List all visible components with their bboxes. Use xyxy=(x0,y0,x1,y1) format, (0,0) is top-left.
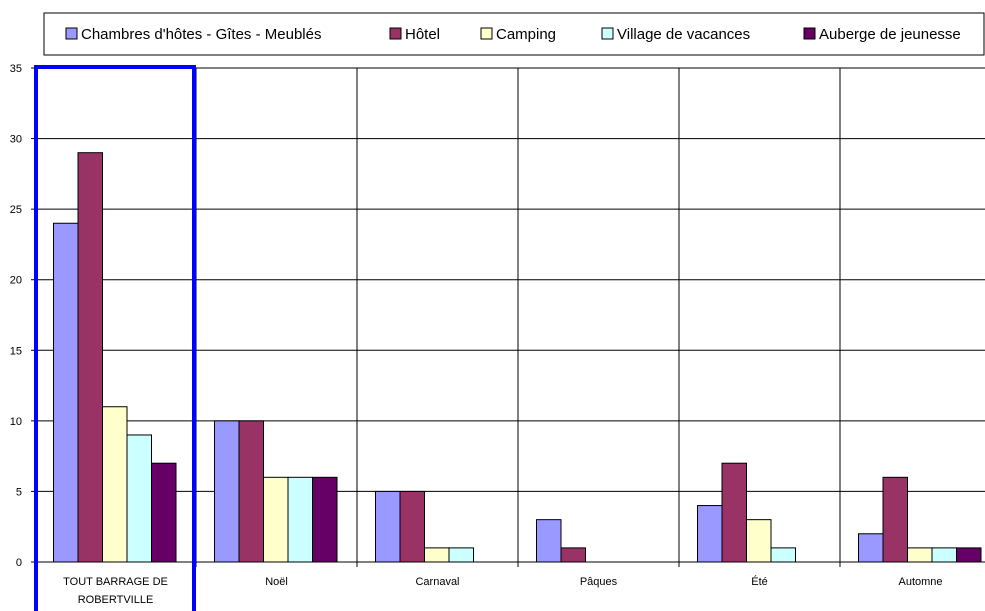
highlight-frame xyxy=(34,65,196,611)
category-label: Carnaval xyxy=(415,576,459,588)
bar xyxy=(102,406,128,563)
highlight xyxy=(34,65,196,611)
bar xyxy=(312,476,338,563)
category-label: TOUT BARRAGE DE xyxy=(63,576,168,588)
legend-label: Camping xyxy=(496,26,556,43)
y-tick-label: 20 xyxy=(10,275,22,287)
y-tick-label: 0 xyxy=(16,557,22,569)
bar xyxy=(126,434,152,563)
legend-label: Hôtel xyxy=(405,26,440,43)
bar xyxy=(424,547,450,563)
y-tick-label: 15 xyxy=(10,345,22,357)
bar xyxy=(214,420,240,563)
y-tick-label: 35 xyxy=(10,63,22,75)
bar xyxy=(721,462,747,563)
legend-swatch xyxy=(480,27,493,40)
legend-swatch xyxy=(601,27,614,40)
category-label: Été xyxy=(751,575,768,588)
bar xyxy=(536,519,562,563)
bar xyxy=(956,547,982,563)
legend-swatch xyxy=(65,27,78,40)
legend-swatch xyxy=(389,27,402,40)
y-tick-label: 5 xyxy=(16,486,22,498)
bar xyxy=(746,519,772,563)
bar xyxy=(907,547,933,563)
y-tick-label: 10 xyxy=(10,416,22,428)
bar xyxy=(448,547,474,563)
legend-swatch xyxy=(803,27,816,40)
bar xyxy=(399,490,425,563)
labels: 0 5 10 15 20 25 30 35 TOUT BARRAGE DE ROBERTVILLE… xyxy=(10,63,943,606)
legend-label: Village de vacances xyxy=(617,26,750,43)
legend-frame xyxy=(43,12,985,56)
bar xyxy=(560,547,586,563)
bar xyxy=(931,547,957,563)
legend-label: Chambres d'hôtes - Gîtes - Meublés xyxy=(81,26,321,43)
legend: Chambres d'hôtes - Gîtes - Meublés Hôtel C… xyxy=(43,12,985,56)
bar xyxy=(858,533,884,563)
y-tick-label: 30 xyxy=(10,134,22,146)
category-label: ROBERTVILLE xyxy=(78,594,154,606)
bar xyxy=(287,476,313,563)
bar xyxy=(53,222,79,563)
bar xyxy=(697,505,723,563)
legend-label: Auberge de jeunesse xyxy=(819,26,961,43)
y-tick-label: 25 xyxy=(10,204,22,216)
bar xyxy=(882,476,908,563)
bar xyxy=(375,490,401,563)
bar xyxy=(151,462,177,563)
category-label: Pâques xyxy=(580,576,618,588)
bar xyxy=(238,420,264,563)
bars xyxy=(53,152,982,563)
grid xyxy=(35,67,985,563)
category-label: Noël xyxy=(265,576,288,588)
bar xyxy=(77,152,103,563)
category-label: Automne xyxy=(898,576,942,588)
bar xyxy=(263,476,289,563)
bar xyxy=(770,547,796,563)
